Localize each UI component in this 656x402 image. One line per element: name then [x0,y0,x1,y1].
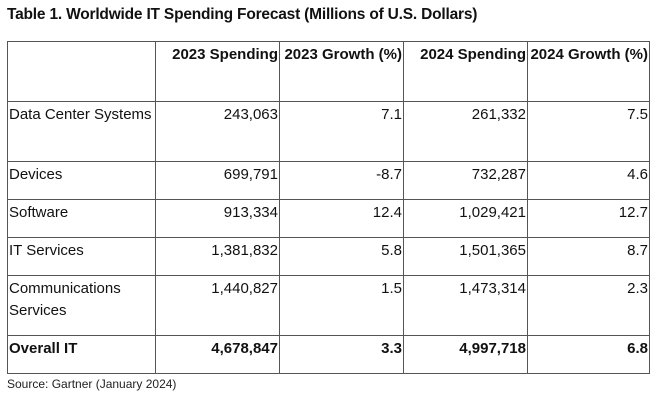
cell-2024-spending: 1,029,421 [403,199,528,238]
cell-2023-growth: -8.7 [279,161,404,200]
header-2023-growth: 2023 Growth (%) [279,41,404,102]
header-corner [7,41,156,102]
table-row: Data Center Systems 243,063 7.1 261,332 … [7,101,650,162]
table-row: Communications Services 1,440,827 1.5 1,… [7,275,650,336]
total-2023-spending: 4,678,847 [155,335,280,374]
total-2024-spending: 4,997,718 [403,335,528,374]
row-label: Data Center Systems [7,101,156,162]
row-label: Devices [7,161,156,200]
source-note: Source: Gartner (January 2024) [7,377,177,391]
header-2024-growth: 2024 Growth (%) [527,41,650,102]
row-label: Communications Services [7,275,156,336]
total-row: Overall IT 4,678,847 3.3 4,997,718 6.8 [7,335,650,374]
cell-2023-spending: 243,063 [155,101,280,162]
table-title: Table 1. Worldwide IT Spending Forecast … [7,6,478,23]
table-row: Software 913,334 12.4 1,029,421 12.7 [7,199,650,238]
table-row: Devices 699,791 -8.7 732,287 4.6 [7,161,650,200]
row-label: Software [7,199,156,238]
cell-2024-spending: 732,287 [403,161,528,200]
total-2023-growth: 3.3 [279,335,404,374]
cell-2024-growth: 2.3 [527,275,650,336]
cell-2024-growth: 4.6 [527,161,650,200]
cell-2024-growth: 8.7 [527,237,650,276]
cell-2023-spending: 1,381,832 [155,237,280,276]
cell-2023-growth: 12.4 [279,199,404,238]
it-spending-table: 2023 Spending 2023 Growth (%) 2024 Spend… [7,41,650,374]
cell-2023-growth: 1.5 [279,275,404,336]
cell-2024-growth: 12.7 [527,199,650,238]
header-row: 2023 Spending 2023 Growth (%) 2024 Spend… [7,41,650,102]
cell-2023-spending: 699,791 [155,161,280,200]
total-2024-growth: 6.8 [527,335,650,374]
cell-2023-growth: 5.8 [279,237,404,276]
header-2023-spending: 2023 Spending [155,41,280,102]
header-2024-spending: 2024 Spending [403,41,528,102]
cell-2024-spending: 261,332 [403,101,528,162]
total-label: Overall IT [7,335,156,374]
cell-2024-growth: 7.5 [527,101,650,162]
cell-2024-spending: 1,501,365 [403,237,528,276]
row-label: IT Services [7,237,156,276]
cell-2023-growth: 7.1 [279,101,404,162]
table-row: IT Services 1,381,832 5.8 1,501,365 8.7 [7,237,650,276]
cell-2023-spending: 1,440,827 [155,275,280,336]
cell-2024-spending: 1,473,314 [403,275,528,336]
cell-2023-spending: 913,334 [155,199,280,238]
